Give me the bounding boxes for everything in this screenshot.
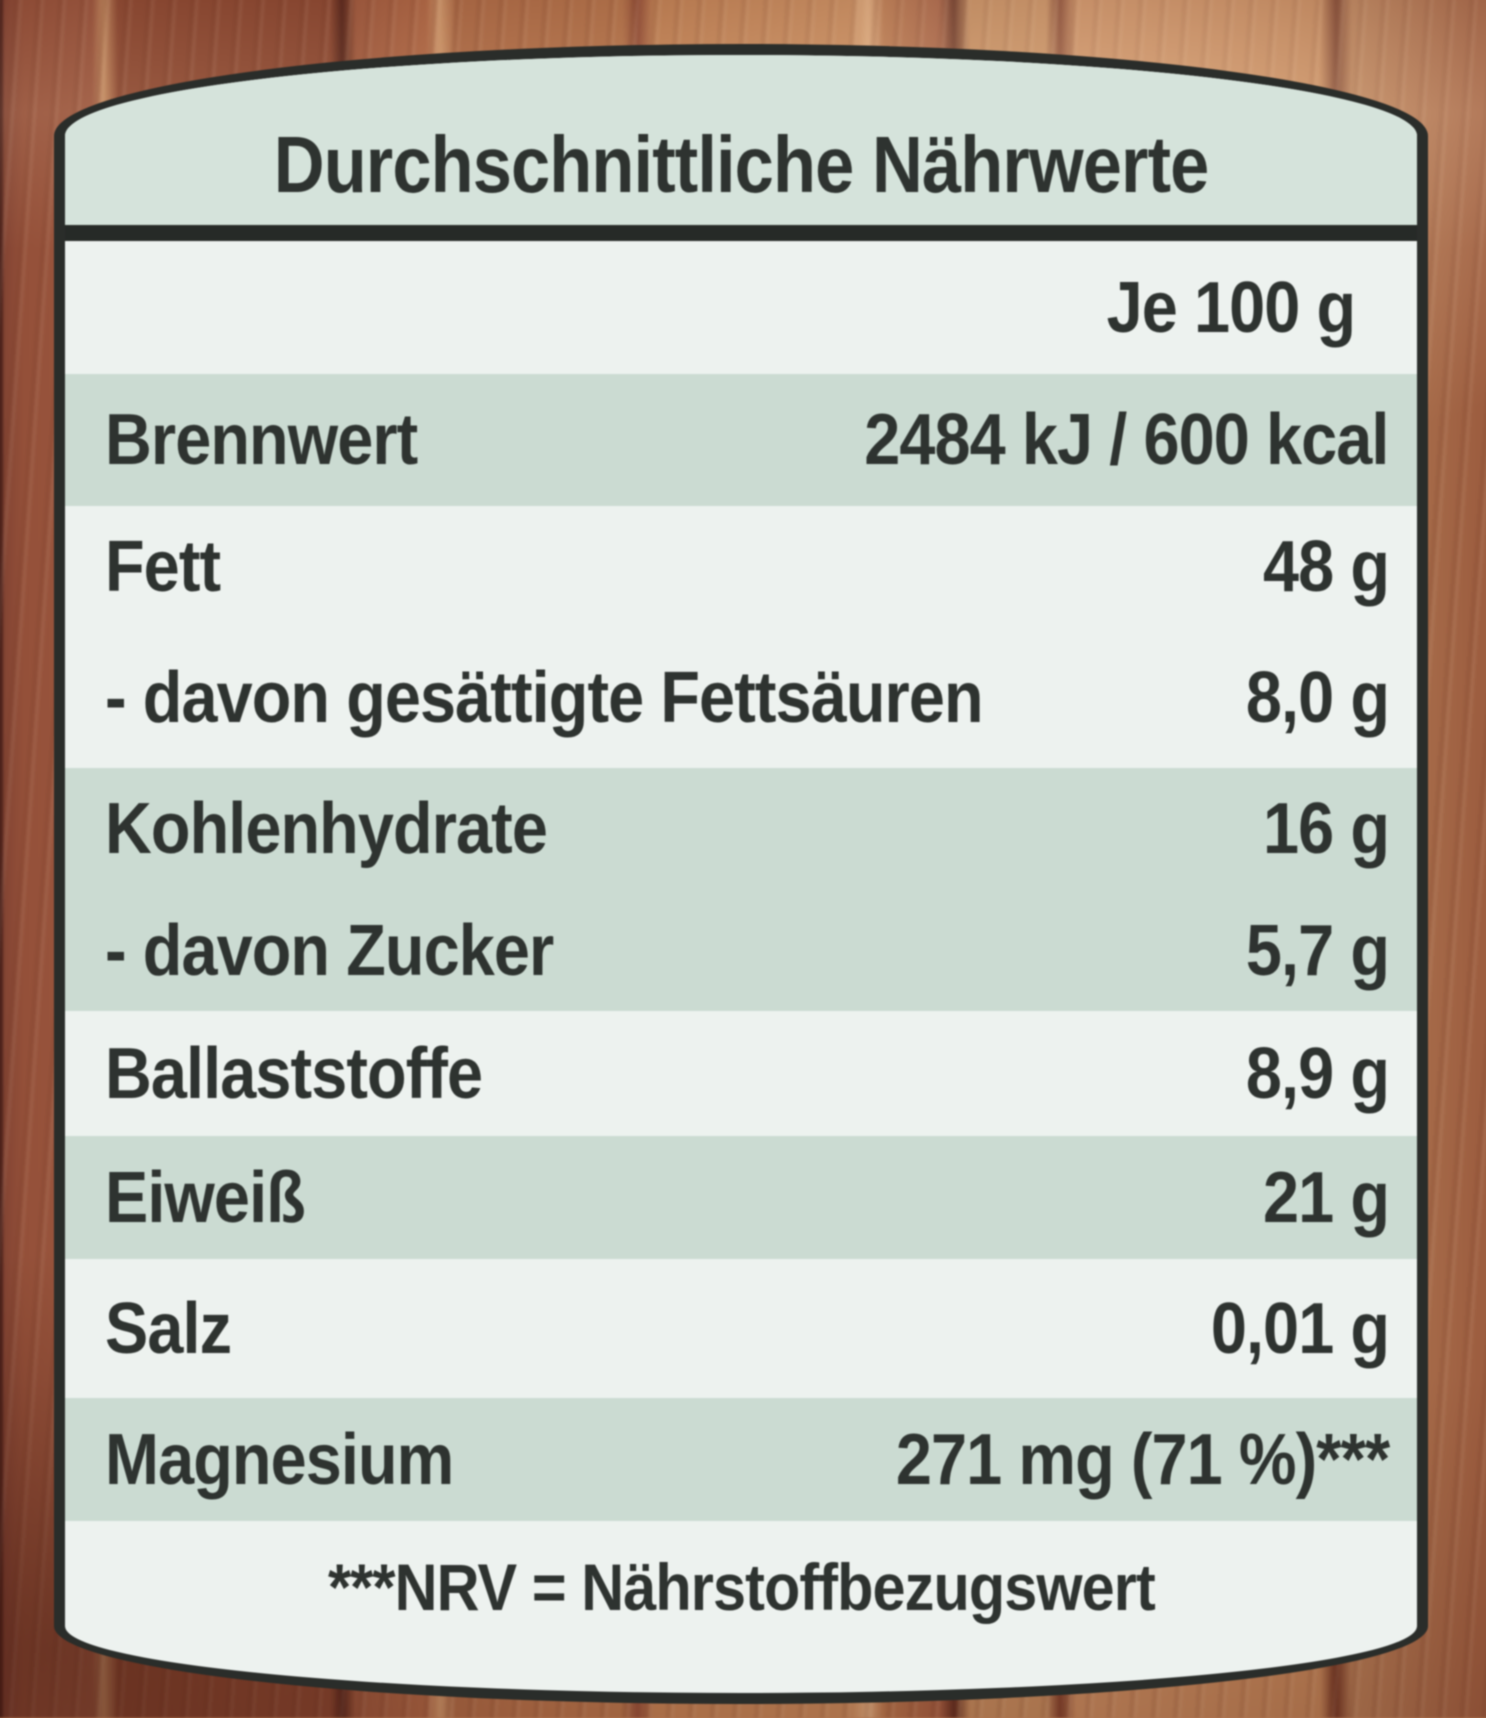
row-value: 271 mg (71 %)*** xyxy=(895,1419,1390,1500)
row-value: 21 g xyxy=(1262,1157,1390,1238)
row-label: Salz xyxy=(105,1288,232,1369)
row-value: 48 g xyxy=(1262,527,1390,607)
nutrition-label: Durchschnittliche Nährwerte Je 100 g Bre… xyxy=(54,44,1428,1704)
row-label: Ballaststoffe xyxy=(105,1033,483,1114)
row-value: 5,7 g xyxy=(1245,910,1390,991)
nutrient-row-ballaststoffe: Ballaststoffe 8,9 g xyxy=(65,1011,1417,1136)
nutrient-row-gesaettigte-fettsaeuren: - davon gesättigte Fettsäuren 8,0 g xyxy=(65,628,1417,768)
serving-size-row: Je 100 g xyxy=(65,241,1417,374)
nutrient-row-fett: Fett 48 g xyxy=(65,506,1417,628)
label-header: Durchschnittliche Nährwerte xyxy=(65,55,1417,225)
nutrient-row-salz: Salz 0,01 g xyxy=(65,1259,1417,1398)
row-label: Fett xyxy=(105,527,221,607)
row-value: 16 g xyxy=(1262,789,1390,869)
serving-size-value: Je 100 g xyxy=(1106,267,1355,348)
row-label: Brennwert xyxy=(105,400,418,480)
row-label: - davon Zucker xyxy=(105,910,554,991)
nutrient-row-zucker: - davon Zucker 5,7 g xyxy=(65,890,1417,1011)
row-label: - davon gesättigte Fettsäuren xyxy=(105,658,984,738)
label-title: Durchschnittliche Nährwerte xyxy=(273,120,1210,209)
row-label: Magnesium xyxy=(105,1419,454,1500)
row-value: 0,01 g xyxy=(1210,1288,1390,1369)
header-separator-line xyxy=(65,225,1417,241)
row-label: Eiweiß xyxy=(105,1157,306,1238)
nutrient-row-kohlenhydrate: Kohlenhydrate 16 g xyxy=(65,768,1417,890)
row-value: 8,9 g xyxy=(1245,1033,1390,1114)
row-label: Kohlenhydrate xyxy=(105,789,548,869)
row-value: 2484 kJ / 600 kcal xyxy=(864,400,1390,480)
nrv-footnote-row: ***NRV = Nährstoffbezugswert xyxy=(65,1521,1417,1693)
nutrient-row-brennwert: Brennwert 2484 kJ / 600 kcal xyxy=(65,374,1417,506)
nutrient-row-eiweiss: Eiweiß 21 g xyxy=(65,1136,1417,1259)
row-value: 8,0 g xyxy=(1245,658,1390,738)
nrv-footnote: ***NRV = Nährstoffbezugswert xyxy=(327,1550,1156,1624)
nutrient-row-magnesium: Magnesium 271 mg (71 %)*** xyxy=(65,1398,1417,1521)
